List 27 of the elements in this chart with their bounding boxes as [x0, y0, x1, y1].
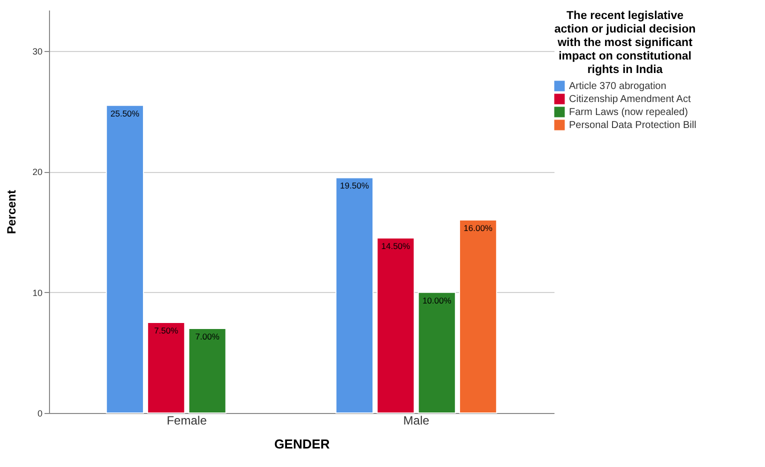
bar [459, 219, 498, 414]
x-tick-label: Female [166, 414, 208, 428]
bar [147, 322, 186, 414]
bar [335, 177, 374, 414]
legend-label: Farm Laws (now repealed) [569, 107, 688, 118]
y-tick-label: 0 [37, 408, 42, 418]
y-tick-label: 20 [32, 167, 42, 178]
data-label: 10.00% [422, 295, 452, 306]
y-tick-label: 10 [32, 288, 42, 298]
bar [106, 104, 144, 414]
legend-title: The recent legislative action or judicial decision with the most significant impact on constitutional rights in India [554, 10, 696, 76]
bar [418, 292, 456, 414]
legend-label: Article 370 abrogation [569, 81, 666, 92]
bar [188, 328, 226, 414]
bar [376, 238, 415, 414]
legend-label: Personal Data Protection Bill [569, 120, 696, 131]
y-tick-label: 30 [32, 46, 42, 57]
y-axis-title: Percent [4, 190, 18, 234]
data-label: 7.50% [154, 326, 179, 336]
x-tick-label: Male [403, 414, 430, 428]
data-label: 14.50% [381, 241, 411, 252]
data-label: 19.50% [340, 180, 370, 191]
data-label: 7.00% [195, 332, 220, 342]
x-axis-title: GENDER [274, 436, 330, 452]
data-label: 16.00% [464, 222, 493, 233]
data-label: 25.50% [110, 108, 140, 118]
legend-label: Citizenship Amendment Act [569, 94, 691, 105]
